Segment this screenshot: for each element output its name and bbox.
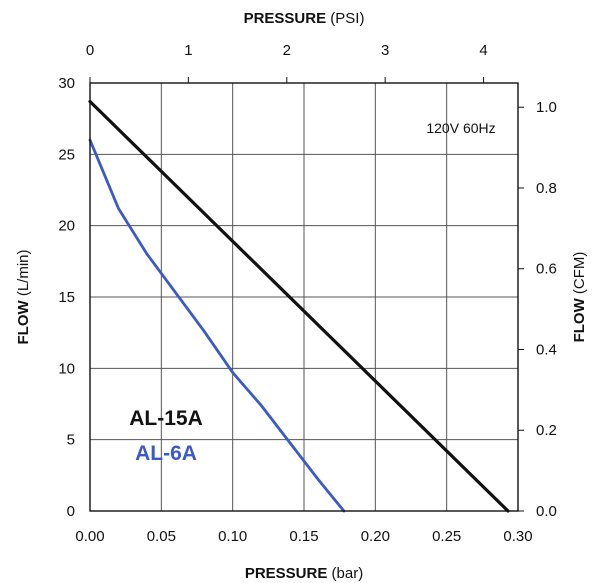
right-tick-label-2: 0.4 (536, 341, 557, 358)
top-tick-label-3: 3 (381, 42, 389, 59)
left-tick-label-2: 10 (58, 360, 75, 377)
right-tick-label-4: 0.8 (536, 180, 557, 197)
left-tick-label-0: 0 (67, 503, 75, 520)
right-axis-title: FLOW (CFM) (571, 252, 588, 343)
left-tick-label-6: 30 (58, 75, 75, 92)
top-tick-label-1: 1 (184, 42, 192, 59)
legend-al15a: AL-15A (129, 407, 203, 430)
bottom-axis-label: PRESSURE (245, 565, 328, 582)
bottom-tick-label-5: 0.25 (432, 528, 461, 545)
bottom-tick-label-0: 0.00 (75, 528, 104, 545)
bottom-axis-title: PRESSURE (bar) (245, 565, 363, 582)
series-line-al-15a (88, 99, 510, 513)
bottom-axis-unit: (bar) (332, 565, 364, 582)
top-axis-label: PRESSURE (244, 10, 327, 27)
voltage-annotation: 120V 60Hz (426, 120, 495, 136)
top-axis-title: PRESSURE (PSI) (244, 10, 365, 27)
series-line-al-6a (88, 138, 346, 513)
left-tick-label-1: 5 (67, 432, 75, 449)
top-axis-unit: (PSI) (330, 10, 364, 27)
left-axis-unit: (L/min) (15, 249, 32, 296)
right-axis-unit: (CFM) (571, 252, 588, 294)
left-axis-title: FLOW (L/min) (15, 249, 32, 344)
bottom-tick-label-4: 0.20 (361, 528, 390, 545)
left-tick-label-5: 25 (58, 146, 75, 163)
right-tick-label-5: 1.0 (536, 99, 557, 116)
bottom-tick-label-1: 0.05 (147, 528, 176, 545)
bottom-tick-label-2: 0.10 (218, 528, 247, 545)
left-tick-label-3: 15 (58, 289, 75, 306)
bottom-tick-label-3: 0.15 (289, 528, 318, 545)
right-axis-label: FLOW (571, 297, 588, 342)
plot-frame (89, 82, 519, 512)
grid-layer (90, 83, 518, 511)
top-tick-label-2: 2 (283, 42, 291, 59)
bottom-tick-label-6: 0.30 (503, 528, 532, 545)
legend-al6a: AL-6A (135, 442, 197, 465)
top-tick-label-4: 4 (479, 42, 487, 59)
top-tick-label-0: 0 (86, 42, 94, 59)
tick-layer: 0.00 0.05 0.10 0.15 0.20 0.25 0.30051015202530… (58, 42, 557, 545)
left-tick-label-4: 20 (58, 218, 75, 235)
left-axis-label: FLOW (15, 300, 32, 345)
series-layer (88, 99, 510, 513)
right-tick-label-3: 0.6 (536, 261, 557, 278)
right-tick-label-1: 0.2 (536, 422, 557, 439)
right-tick-label-0: 0.0 (536, 503, 557, 520)
